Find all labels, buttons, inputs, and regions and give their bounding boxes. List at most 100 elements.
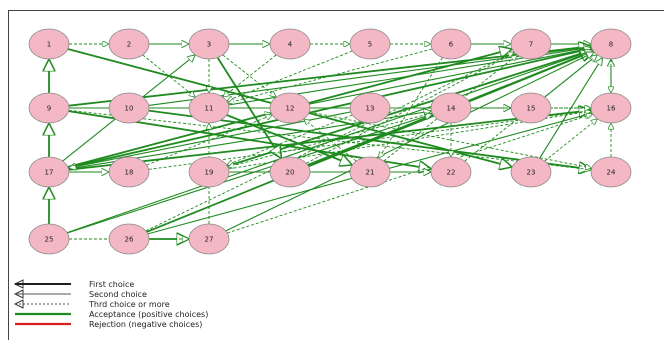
node-17-ellipse — [28, 156, 70, 188]
edge-23-16 — [544, 119, 598, 162]
legend-third-choice: Thrd choice or more — [13, 299, 170, 309]
node-15-label: 15 — [527, 105, 536, 113]
legend-first-choice-label: First choice — [89, 280, 134, 289]
node-15-ellipse — [510, 92, 552, 124]
node-16-label: 16 — [607, 105, 616, 113]
node-19: 19 — [188, 156, 230, 188]
node-5: 5 — [349, 28, 391, 60]
node-8: 8 — [590, 28, 632, 60]
node-15: 15 — [510, 92, 552, 124]
node-26-label: 26 — [125, 236, 134, 244]
edge-18-12 — [146, 115, 273, 166]
node-9-label: 9 — [47, 105, 51, 113]
node-12: 12 — [269, 92, 311, 124]
node-9-ellipse — [28, 92, 70, 124]
node-23-ellipse — [510, 156, 552, 188]
node-11-ellipse — [188, 92, 230, 124]
legend-acceptance-label: Acceptance (positive choices) — [89, 310, 208, 319]
edge-3-12 — [222, 54, 276, 97]
node-7: 7 — [510, 28, 552, 60]
node-2-label: 2 — [127, 41, 131, 49]
node-4-ellipse — [269, 28, 311, 60]
edge-4-11 — [223, 54, 277, 97]
node-27-ellipse — [188, 223, 230, 255]
edge-14-8 — [468, 51, 594, 102]
legend-first-choice: First choice — [13, 279, 134, 289]
edge-6-11 — [228, 48, 433, 103]
node-13: 13 — [349, 92, 391, 124]
edges-layer — [49, 44, 611, 239]
node-11: 11 — [188, 92, 230, 124]
node-27: 27 — [188, 223, 230, 255]
node-24-label: 24 — [607, 169, 616, 177]
node-18: 18 — [108, 156, 150, 188]
node-19-label: 19 — [205, 169, 214, 177]
node-25-ellipse — [28, 223, 70, 255]
node-25-label: 25 — [45, 236, 54, 244]
node-9: 9 — [28, 92, 70, 124]
legend-rejection: Rejection (negative choices) — [15, 320, 202, 329]
node-27-label: 27 — [205, 236, 214, 244]
edge-13-19 — [227, 114, 353, 165]
edge-25-14 — [67, 114, 432, 234]
node-7-label: 7 — [529, 41, 533, 49]
node-17-label: 17 — [45, 169, 54, 177]
edge-17-12 — [67, 113, 271, 168]
node-8-ellipse — [590, 28, 632, 60]
node-6-ellipse — [430, 28, 472, 60]
legend-second-choice: Second choice — [13, 289, 147, 299]
node-5-label: 5 — [368, 41, 372, 49]
node-13-ellipse — [349, 92, 391, 124]
legend-second-choice-label: Second choice — [89, 290, 147, 299]
node-2-ellipse — [108, 28, 150, 60]
node-14-label: 14 — [447, 105, 456, 113]
node-18-ellipse — [108, 156, 150, 188]
node-21: 21 — [349, 156, 391, 188]
node-14-ellipse — [430, 92, 472, 124]
edge-12-8 — [309, 48, 591, 105]
node-3-label: 3 — [207, 41, 211, 49]
edge-27-16 — [227, 114, 592, 234]
node-21-label: 21 — [366, 169, 375, 177]
node-22-label: 22 — [447, 169, 456, 177]
edge-18-16 — [148, 111, 592, 170]
node-23-label: 23 — [527, 169, 536, 177]
edge-22-8 — [464, 55, 598, 162]
legend: First choice Second choice Thrd choice o… — [13, 279, 208, 329]
node-11-label: 11 — [205, 105, 214, 113]
node-10-label: 10 — [125, 105, 134, 113]
node-20-label: 20 — [286, 169, 295, 177]
node-20-ellipse — [269, 156, 311, 188]
node-10-ellipse — [108, 92, 150, 124]
node-7-ellipse — [510, 28, 552, 60]
edge-21-12 — [304, 119, 357, 162]
edge-12-24 — [309, 111, 591, 168]
node-3-ellipse — [188, 28, 230, 60]
node-3: 3 — [188, 28, 230, 60]
node-16: 16 — [590, 92, 632, 124]
node-24-ellipse — [590, 156, 632, 188]
legend-third-choice-label: Thrd choice or more — [88, 300, 170, 309]
node-22: 22 — [430, 156, 472, 188]
node-19-ellipse — [188, 156, 230, 188]
node-12-ellipse — [269, 92, 311, 124]
node-22-ellipse — [430, 156, 472, 188]
legend-rejection-label: Rejection (negative choices) — [89, 320, 202, 329]
node-6: 6 — [430, 28, 472, 60]
edge-26-7 — [145, 52, 514, 232]
node-25: 25 — [28, 223, 70, 255]
node-2: 2 — [108, 28, 150, 60]
legend-acceptance: Acceptance (positive choices) — [15, 310, 208, 319]
node-21-ellipse — [349, 156, 391, 188]
node-6-label: 6 — [449, 41, 454, 49]
node-26: 26 — [108, 223, 150, 255]
node-14: 14 — [430, 92, 472, 124]
node-8-label: 8 — [609, 41, 613, 49]
node-17: 17 — [28, 156, 70, 188]
node-13-label: 13 — [366, 105, 375, 113]
edge-14-19 — [228, 112, 433, 167]
node-20: 20 — [269, 156, 311, 188]
